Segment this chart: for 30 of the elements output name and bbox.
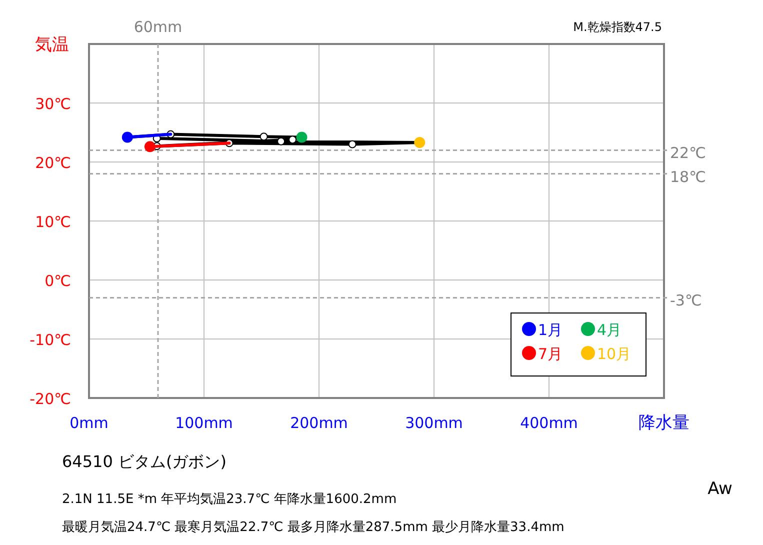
y-axis-title: 気温 — [35, 35, 69, 55]
ref-line-label: 60mm — [134, 18, 182, 36]
ref-line-label: 22℃ — [670, 144, 706, 162]
x-tick-label: 300mm — [405, 414, 463, 432]
y-tick-label: 20℃ — [35, 154, 71, 172]
point — [277, 137, 286, 146]
text: 最暖月気温24.7℃ 最寒月気温22.7℃ 最多月降水量287.5mm 最少月降水量33.4mm — [62, 519, 564, 535]
x-tick-label: 400mm — [520, 414, 578, 432]
point — [348, 140, 356, 148]
point — [288, 136, 297, 144]
text: Aw — [708, 479, 733, 499]
text: 64510 ビタム(ガボン) — [62, 452, 226, 471]
x-tick-label: 100mm — [175, 414, 233, 432]
y-tick-label: 0℃ — [44, 272, 71, 290]
x-tick-label: 200mm — [290, 414, 348, 432]
x-axis-title: 降水量 — [638, 413, 690, 433]
legend-label: 10月 — [597, 345, 632, 363]
text: M.乾燥指数47.5 — [573, 20, 662, 34]
text: 2.1N 11.5E *m 年平均気温23.7℃ 年降水量1600.2mm — [62, 492, 397, 507]
y-tick-label: 10℃ — [35, 213, 71, 231]
ref-line-label: -3℃ — [670, 292, 702, 310]
ref-line-label: 18℃ — [670, 168, 706, 186]
legend-label: 4月 — [597, 321, 622, 339]
legend-label: 7月 — [538, 345, 563, 363]
x-tick-label: 0mm — [70, 414, 108, 432]
legend-label: 1月 — [538, 321, 563, 339]
point — [260, 132, 268, 141]
y-tick-label: 30℃ — [35, 95, 71, 113]
y-tick-label: -10℃ — [30, 331, 71, 349]
y-tick-label: -20℃ — [30, 390, 71, 408]
